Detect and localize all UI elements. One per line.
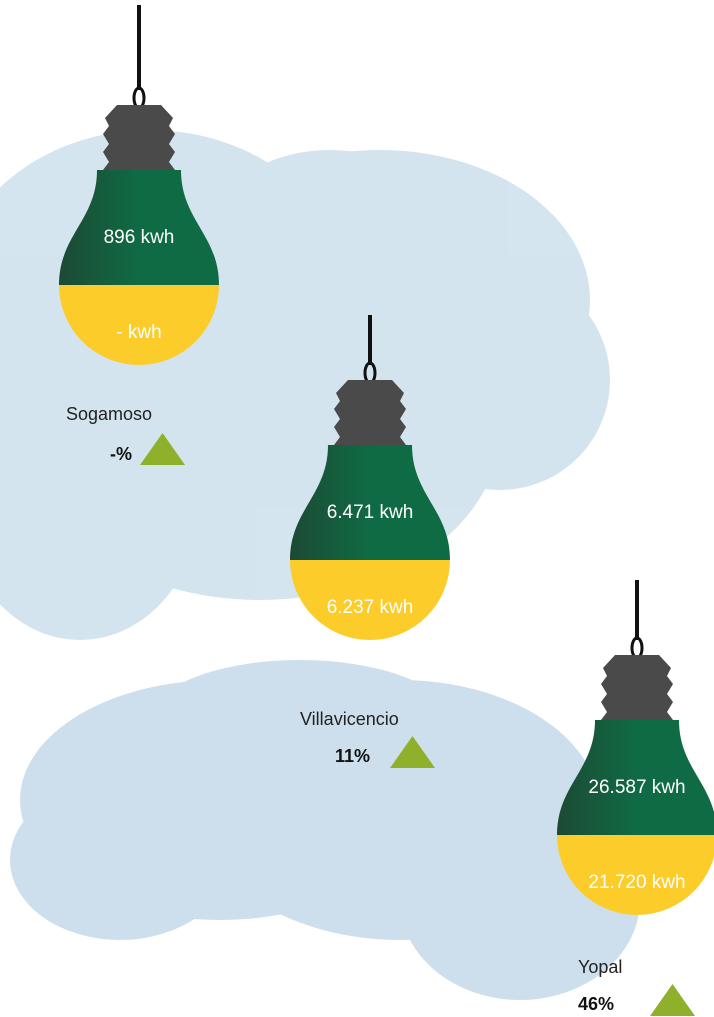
top-label: 6.471 kwh — [327, 502, 414, 523]
change-value: 11% — [335, 746, 370, 766]
infographic: 896 kwh - kwh Sogamoso -% 6.471 kwh 6.237 kwh… — [0, 0, 714, 1017]
socket — [601, 655, 673, 720]
top-label: 896 kwh — [104, 227, 175, 248]
city-name: Yopal — [578, 957, 622, 977]
bottom-label: - kwh — [116, 322, 161, 343]
city-name: Villavicencio — [300, 709, 399, 729]
change-value: -% — [110, 444, 132, 464]
socket — [334, 380, 406, 445]
bottom-label: 21.720 kwh — [588, 872, 685, 893]
bottom-label: 6.237 kwh — [327, 597, 414, 618]
up-triangle — [650, 984, 695, 1016]
socket — [103, 105, 175, 170]
change-value: 46% — [578, 994, 614, 1014]
top-label: 26.587 kwh — [588, 777, 685, 798]
city-name: Sogamoso — [66, 404, 152, 424]
